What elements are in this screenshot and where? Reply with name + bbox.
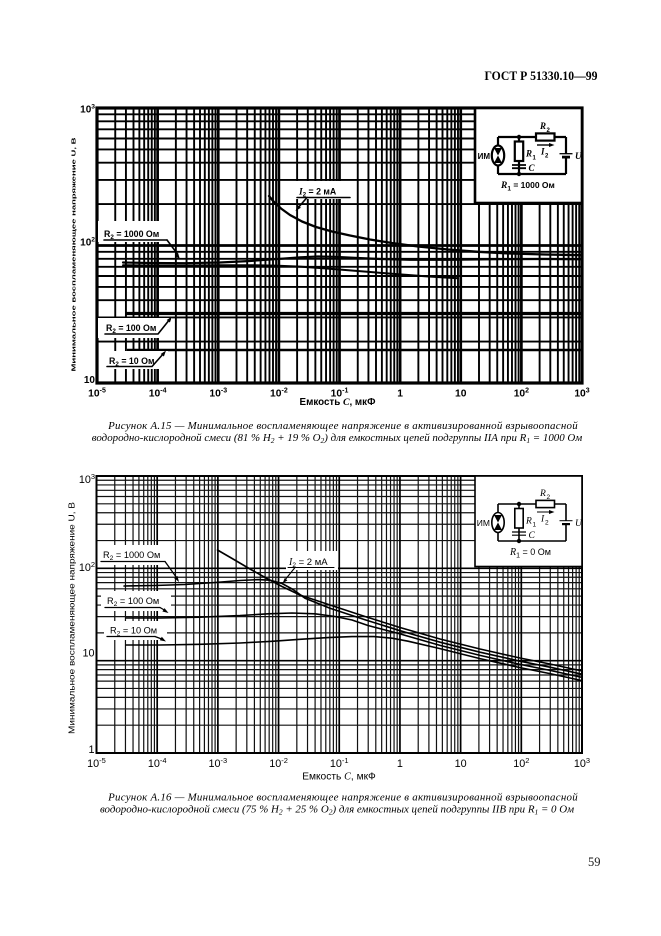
svg-text:I2 = 2 мА: I2 = 2 мА (288, 557, 328, 569)
svg-text:R2 = 1000 Ом: R2 = 1000 Ом (104, 229, 159, 241)
svg-text:C: C (529, 163, 536, 173)
svg-text:Рисунок А.15 — Минимальное вос: Рисунок А.15 — Минимальное воспламеняюще… (107, 420, 578, 432)
svg-text:R1 = 0 Ом: R1 = 0 Ом (509, 547, 551, 560)
svg-text:ГОСТ Р 51330.10—99: ГОСТ Р 51330.10—99 (485, 68, 598, 83)
svg-text:Минимальное воспламеняющее нап: Минимальное воспламеняющее напряжение U,… (68, 502, 77, 734)
svg-text:Минимальное воспламеняющее нап: Минимальное воспламеняющее напряжение U,… (72, 138, 78, 372)
svg-text:R2 = 100 Ом: R2 = 100 Ом (107, 596, 159, 608)
svg-text:2: 2 (547, 494, 551, 501)
svg-text:Емкость С, мкФ: Емкость С, мкФ (302, 772, 376, 783)
svg-text:R2 = 10 Ом: R2 = 10 Ом (110, 626, 157, 638)
svg-text:R1 = 1000 Ом: R1 = 1000 Ом (500, 180, 555, 193)
svg-text:водородно-кислородной смеси (8: водородно-кислородной смеси (81 % Н2 + 1… (92, 432, 582, 445)
svg-text:1: 1 (88, 744, 94, 756)
svg-text:1: 1 (397, 758, 403, 770)
svg-text:R: R (539, 489, 546, 499)
svg-text:водородно-кислородной смеси (7: водородно-кислородной смеси (75 % Н2 + 2… (100, 804, 574, 817)
svg-text:ИМ: ИМ (477, 518, 490, 528)
svg-text:R: R (525, 149, 532, 159)
svg-text:2: 2 (545, 520, 549, 527)
svg-text:U: U (575, 519, 583, 529)
svg-text:10: 10 (455, 758, 467, 770)
svg-text:1: 1 (533, 522, 537, 529)
svg-text:R: R (539, 121, 546, 131)
svg-text:ИМ: ИМ (478, 152, 491, 161)
svg-text:C: C (529, 531, 536, 541)
svg-text:10: 10 (82, 648, 94, 660)
svg-text:I: I (540, 147, 545, 157)
svg-text:59: 59 (588, 855, 601, 869)
svg-text:Емкость С, мкФ: Емкость С, мкФ (300, 397, 377, 408)
svg-text:10: 10 (84, 375, 96, 386)
svg-text:1: 1 (533, 156, 537, 162)
svg-text:R2 = 1000 Ом: R2 = 1000 Ом (103, 550, 160, 562)
svg-text:U: U (575, 151, 582, 161)
svg-text:2: 2 (545, 154, 549, 160)
svg-text:I: I (540, 515, 545, 525)
svg-text:1: 1 (397, 389, 403, 400)
svg-text:R: R (525, 517, 532, 527)
svg-text:R2 = 100 Ом: R2 = 100 Ом (106, 323, 156, 335)
svg-text:Рисунок А.16 — Минимальное вос: Рисунок А.16 — Минимальное воспламеняюще… (107, 792, 578, 804)
svg-text:10: 10 (455, 389, 467, 400)
svg-text:2: 2 (547, 128, 551, 134)
svg-text:R2 = 10 Ом: R2 = 10 Ом (109, 356, 154, 368)
svg-text:I2 = 2 мА: I2 = 2 мА (298, 187, 337, 199)
